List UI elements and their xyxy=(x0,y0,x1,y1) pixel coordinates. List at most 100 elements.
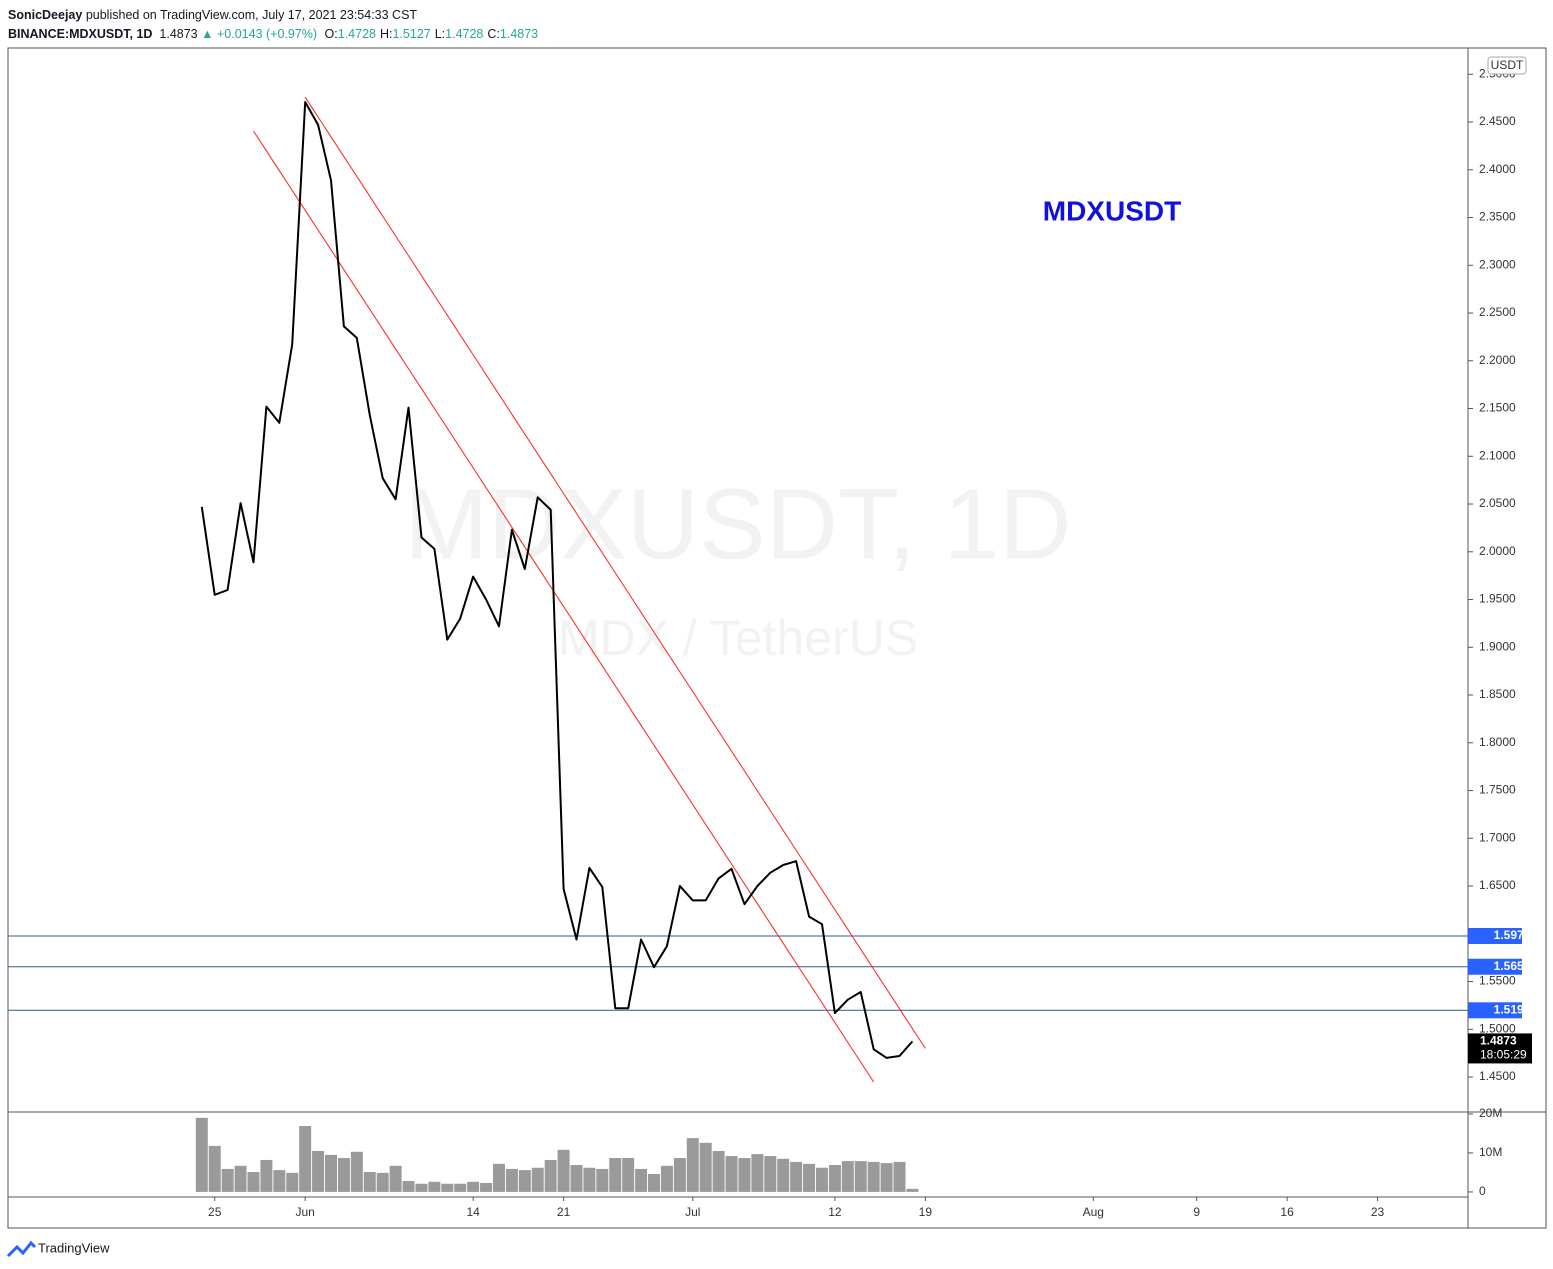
logo-icon xyxy=(6,1240,37,1258)
hline-label: 1.5199 xyxy=(1494,1002,1531,1016)
volume-bar xyxy=(660,1165,673,1192)
y-tick-label: 1.5500 xyxy=(1479,974,1516,988)
volume-bar xyxy=(557,1149,570,1192)
volume-bar xyxy=(828,1165,841,1192)
volume-bar xyxy=(428,1181,441,1192)
volume-bar xyxy=(337,1158,350,1192)
ohlc-value: 1.4728 xyxy=(445,27,484,41)
ohlc-value: 1.4873 xyxy=(499,27,539,41)
volume-bar xyxy=(234,1165,247,1192)
volume-bar xyxy=(441,1183,454,1192)
volume-bar xyxy=(531,1167,544,1192)
volume-bar xyxy=(686,1138,699,1192)
published: published on TradingView.com, July 17, 2… xyxy=(85,8,418,22)
volume-bar xyxy=(570,1165,583,1192)
ohlc-value: 1.4728 xyxy=(337,27,376,41)
volume-bar xyxy=(880,1163,893,1192)
volume-bar xyxy=(854,1161,867,1192)
volume-bar xyxy=(325,1154,338,1192)
y-tick-label: 2.0500 xyxy=(1479,496,1516,510)
ohlc-label: O: xyxy=(324,27,338,41)
arrow: ▲ xyxy=(201,27,214,41)
x-tick-label: 19 xyxy=(919,1205,933,1219)
countdown: 18:05:29 xyxy=(1480,1048,1527,1062)
hline-label: 1.5655 xyxy=(1494,959,1531,973)
y-tick-label: 2.2000 xyxy=(1479,353,1516,367)
volume-bar xyxy=(273,1170,286,1192)
volume-bar xyxy=(363,1172,376,1192)
volume-bar xyxy=(286,1172,299,1192)
x-tick-label: Jun xyxy=(295,1205,314,1219)
x-tick-label: Jul xyxy=(685,1205,700,1219)
frame xyxy=(7,47,1547,1229)
hline-label-bg xyxy=(1468,958,1522,975)
y-tick-label: 2.3000 xyxy=(1479,257,1516,271)
volume-bar xyxy=(635,1168,648,1192)
ohlc-label: C: xyxy=(487,27,500,41)
volume-bar xyxy=(505,1168,518,1192)
volume-bar xyxy=(350,1151,363,1192)
y-tick-label: 1.9000 xyxy=(1479,639,1516,653)
volume-bar xyxy=(764,1156,777,1192)
volume-bar xyxy=(803,1163,816,1192)
y-tick-label: 1.8500 xyxy=(1479,687,1516,701)
trend-line xyxy=(304,96,926,1049)
volume-tick-label: 0 xyxy=(1479,1184,1486,1198)
y-tick-label: 2.2500 xyxy=(1479,305,1516,319)
volume-bar xyxy=(492,1163,505,1192)
annotation: MDXUSDT xyxy=(1043,195,1181,226)
volume-bar xyxy=(725,1156,738,1192)
volume-bar xyxy=(738,1158,751,1192)
volume-bar xyxy=(415,1183,428,1192)
volume-bar xyxy=(751,1154,764,1192)
hline-label-bg xyxy=(1468,1002,1522,1019)
volume-bar xyxy=(402,1181,415,1192)
volume-bar xyxy=(622,1158,635,1192)
volume-bar xyxy=(893,1161,906,1192)
volume-bar xyxy=(596,1168,609,1192)
hline-label: 1.5977 xyxy=(1494,928,1531,942)
volume-bar xyxy=(673,1158,686,1192)
volume-bar xyxy=(790,1161,803,1192)
volume-bar xyxy=(467,1181,480,1192)
symbol-line: BINANCE:MDXUSDT, 1D 1.4873 ▲ +0.0143 (+0… xyxy=(8,25,538,44)
hline-label-bg xyxy=(1468,927,1522,944)
volume-bar xyxy=(544,1159,557,1192)
watermark: MDXUSDT, 1D xyxy=(405,468,1072,580)
volume-bar xyxy=(454,1183,467,1192)
watermark-sub: MDX / TetherUS xyxy=(558,610,918,666)
volume-tick-label: 20M xyxy=(1479,1106,1502,1120)
volume-bar xyxy=(247,1172,260,1192)
x-tick-label: 21 xyxy=(557,1205,571,1219)
currency: USDT xyxy=(1491,58,1524,72)
x-tick-label: 14 xyxy=(466,1205,480,1219)
currency-bg xyxy=(1487,56,1527,75)
volume-bar xyxy=(712,1150,725,1192)
y-tick-label: 2.4000 xyxy=(1479,162,1516,176)
volume-bar xyxy=(376,1172,389,1192)
volume-bar xyxy=(867,1161,880,1192)
x-tick-label: 23 xyxy=(1371,1205,1385,1219)
last: 1.4873 xyxy=(159,27,198,41)
price-line xyxy=(200,101,914,1059)
volume-bar xyxy=(777,1158,790,1192)
volume-bar xyxy=(906,1188,919,1192)
ohlc-label: H: xyxy=(379,27,393,41)
trend-line xyxy=(253,130,875,1083)
volume-bar xyxy=(221,1168,234,1192)
y-tick-label: 2.1000 xyxy=(1479,448,1516,462)
x-tick-label: Aug xyxy=(1083,1205,1104,1219)
ohlc-value: 1.5127 xyxy=(392,27,431,41)
volume-bar xyxy=(518,1170,531,1192)
volume-bar xyxy=(648,1173,661,1192)
y-tick-label: 1.7000 xyxy=(1479,830,1516,844)
x-tick-label: 16 xyxy=(1280,1205,1294,1219)
change: +0.0143 (+0.97%) xyxy=(216,27,318,41)
publish-line: SonicDeejay published on TradingView.com… xyxy=(8,6,538,25)
y-tick-label: 1.4500 xyxy=(1479,1069,1516,1083)
volume-tick-label: 10M xyxy=(1479,1145,1502,1159)
volume-bar xyxy=(260,1159,273,1192)
last-price-bg xyxy=(1468,1033,1532,1064)
footer: TradingView xyxy=(38,1240,110,1255)
